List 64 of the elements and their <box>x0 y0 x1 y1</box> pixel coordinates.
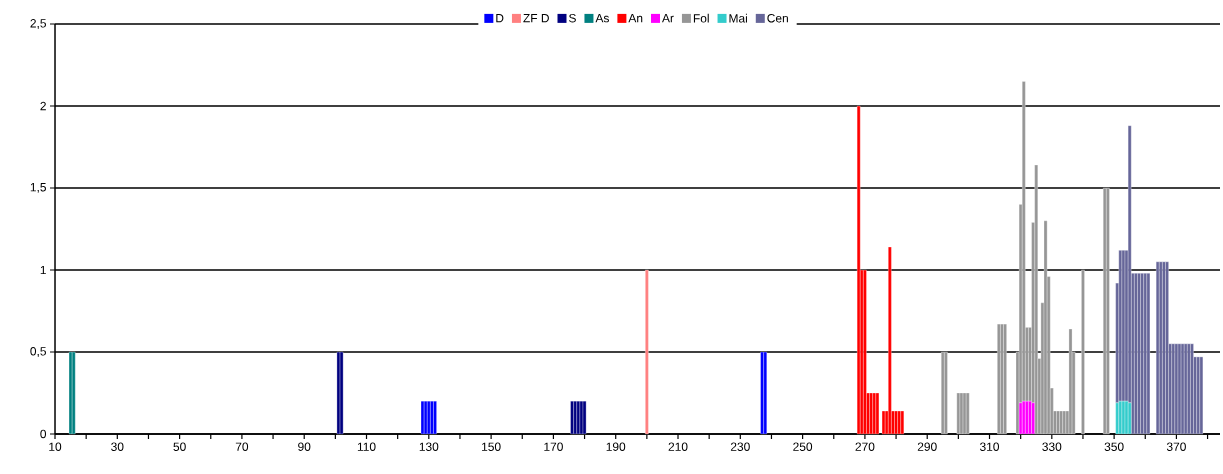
x-tick-label: 70 <box>235 442 249 451</box>
x-tick-label: 190 <box>606 442 626 451</box>
legend-label: S <box>569 13 576 23</box>
bar <box>900 410 904 435</box>
x-tick-label: 130 <box>419 442 439 451</box>
bar <box>336 351 341 435</box>
x-tick-label: 350 <box>1104 442 1124 451</box>
bar <box>573 401 577 435</box>
y-tick-label: 1,5 <box>30 183 46 193</box>
x-tick-label: 30 <box>111 442 124 451</box>
legend-label: As <box>595 14 609 23</box>
x-tick-label: 170 <box>544 442 563 451</box>
bar <box>956 392 961 435</box>
x-tick-label: 150 <box>482 442 501 451</box>
x-tick-label: 250 <box>793 442 813 451</box>
bar <box>872 392 876 435</box>
bar <box>1062 410 1066 435</box>
bar <box>71 351 76 435</box>
bar <box>966 392 970 435</box>
legend-label: Mai <box>729 13 747 23</box>
legend-label: ZF D <box>523 14 549 23</box>
y-tick-label: 1 <box>40 265 46 275</box>
x-tick-label: 110 <box>357 442 376 451</box>
legend-label: Fol <box>693 13 709 23</box>
x-tick-label: 230 <box>730 442 750 451</box>
bar <box>856 105 861 435</box>
bar <box>763 351 767 435</box>
bar <box>1146 273 1151 435</box>
x-tick-label: 310 <box>979 442 1000 451</box>
bar <box>645 269 649 435</box>
legend-label: Ar <box>662 14 674 23</box>
x-tick-label: 290 <box>917 442 937 451</box>
x-tick-label: 210 <box>668 442 688 451</box>
bar <box>582 401 587 435</box>
bar <box>1059 410 1063 435</box>
bar <box>1068 328 1073 435</box>
y-tick-label: 0 <box>40 429 47 439</box>
bar <box>1196 356 1200 435</box>
y-tick-label: 0,5 <box>30 347 46 357</box>
bar <box>68 351 73 435</box>
bar <box>941 351 945 435</box>
x-tick-label: 90 <box>298 442 311 451</box>
bar <box>962 392 967 435</box>
bar <box>579 401 584 435</box>
y-tick-label: 2 <box>40 101 46 111</box>
legend-label: D <box>496 14 504 23</box>
y-tick-label: 2,5 <box>30 19 46 29</box>
bar <box>1043 220 1048 435</box>
bar <box>1056 410 1060 435</box>
bar <box>339 351 344 435</box>
bar <box>570 401 574 435</box>
bar <box>888 246 892 435</box>
x-tick-label: 50 <box>173 442 186 451</box>
x-tick-label: 330 <box>1042 442 1062 451</box>
x-tick-label: 370 <box>1166 442 1186 451</box>
bar <box>869 392 873 435</box>
bar <box>1199 356 1204 435</box>
x-tick-label: 10 <box>49 442 62 451</box>
x-tick-label: 270 <box>855 442 875 451</box>
legend-label: Cen <box>767 13 788 23</box>
bar <box>420 401 425 435</box>
bar <box>423 401 428 435</box>
bar <box>1081 269 1085 435</box>
legend-label: An <box>628 14 643 23</box>
